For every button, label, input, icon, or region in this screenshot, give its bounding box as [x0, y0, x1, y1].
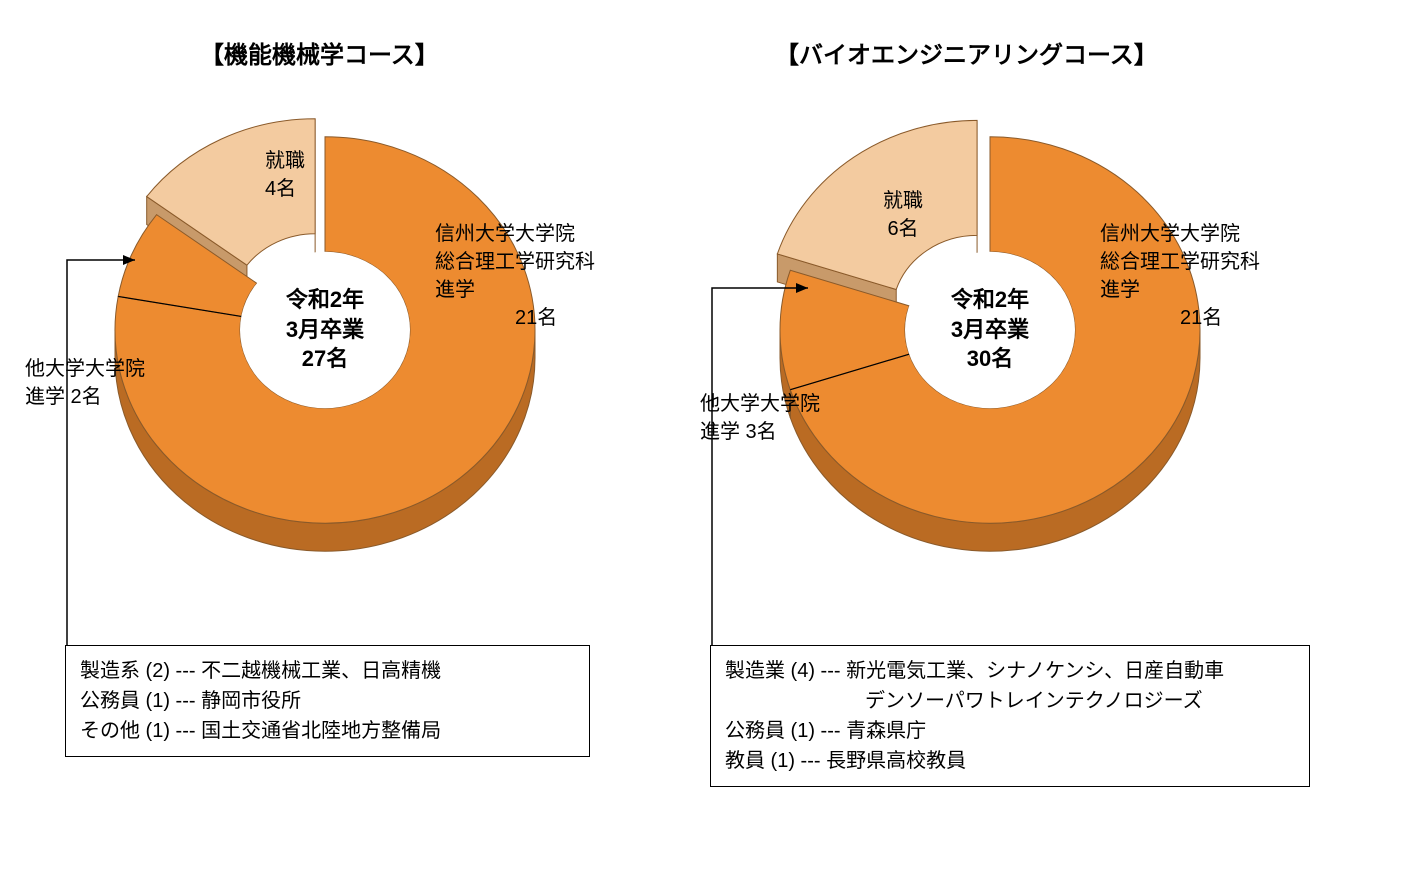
donut-center-label: 令和2年3月卒業27名	[245, 285, 405, 374]
donut-chart: 令和2年3月卒業27名就職4名信州大学大学院総合理工学研究科進学21名他大学大学…	[110, 115, 540, 545]
donut-center-label: 令和2年3月卒業30名	[910, 285, 1070, 374]
slice-label: 信州大学大学院総合理工学研究科進学21名	[1100, 220, 1260, 332]
callout-box: 製造系 (2) --- 不二越機械工業、日高精機公務員 (1) --- 静岡市役…	[65, 645, 590, 757]
callout-box: 製造業 (4) --- 新光電気工業、シナノケンシ、日産自動車 デンソーパワトレ…	[710, 645, 1310, 787]
chart-title: 【バイオエンジニアリングコース】	[775, 35, 1158, 70]
slice-label: 他大学大学院進学 2名	[25, 355, 145, 411]
callout-line: 公務員 (1) --- 青森県庁	[725, 716, 1295, 746]
slice-label: 就職4名	[265, 147, 305, 203]
callout-line: 公務員 (1) --- 静岡市役所	[80, 686, 575, 716]
chart-title: 【機能機械学コース】	[200, 35, 439, 70]
callout-line: デンソーパワトレインテクノロジーズ	[725, 686, 1295, 716]
donut-chart: 令和2年3月卒業30名就職6名信州大学大学院総合理工学研究科進学21名他大学大学…	[775, 115, 1205, 545]
callout-line: 教員 (1) --- 長野県高校教員	[725, 746, 1295, 776]
callout-line: 製造業 (4) --- 新光電気工業、シナノケンシ、日産自動車	[725, 656, 1295, 686]
callout-line: その他 (1) --- 国土交通省北陸地方整備局	[80, 716, 575, 746]
slice-label: 信州大学大学院総合理工学研究科進学21名	[435, 220, 595, 332]
callout-line: 製造系 (2) --- 不二越機械工業、日高精機	[80, 656, 575, 686]
slice-label: 他大学大学院進学 3名	[700, 390, 820, 446]
slice-label: 就職6名	[883, 187, 923, 243]
